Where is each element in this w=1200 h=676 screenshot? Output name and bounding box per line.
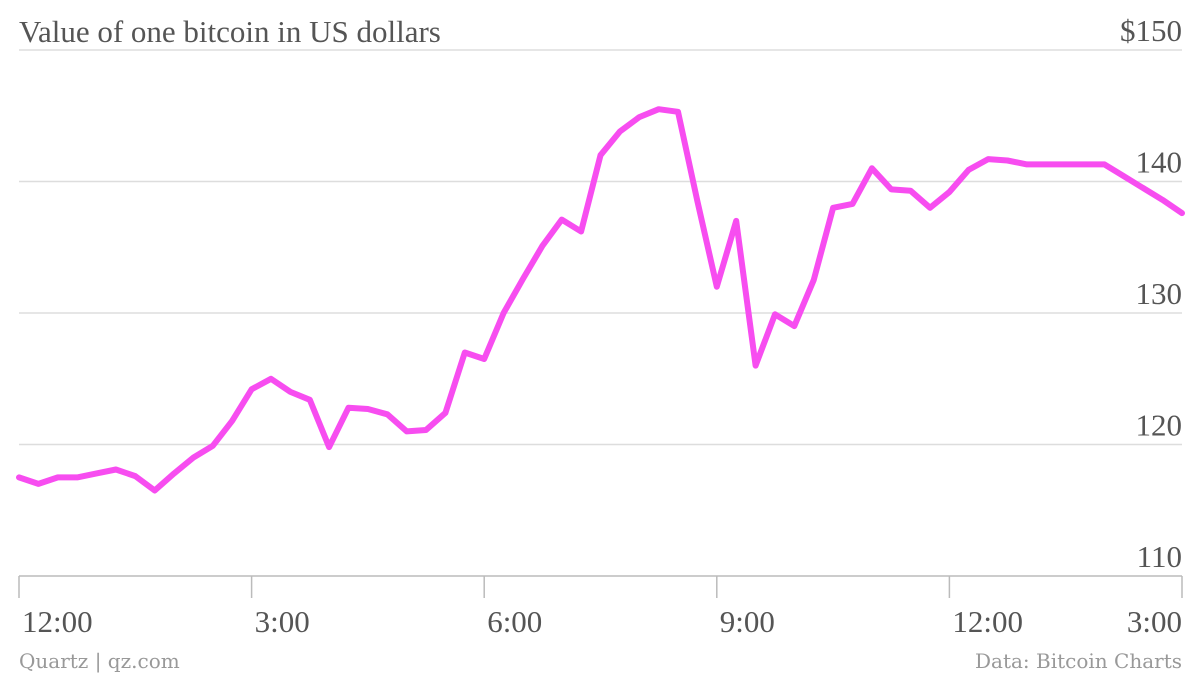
data-point: [35, 481, 42, 487]
data-point: [675, 109, 681, 115]
data-point: [966, 167, 972, 173]
data-point: [74, 474, 80, 480]
data-point: [946, 189, 953, 195]
data-point: [462, 349, 468, 356]
data-point: [268, 376, 274, 382]
data-point: [1004, 157, 1011, 164]
data-point: [345, 405, 352, 411]
data-point: [93, 470, 100, 476]
data-point: [520, 276, 526, 282]
data-point: [365, 406, 371, 412]
x-tick-label: 3:00: [255, 604, 310, 639]
data-point: [636, 114, 642, 120]
data-point: [985, 156, 991, 162]
x-tick-label: 6:00: [487, 604, 542, 639]
x-tick-marks: [18, 576, 1183, 598]
data-point: [1121, 173, 1127, 179]
x-tick-label: 3:00: [1127, 604, 1182, 639]
x-tick-label: 12:00: [22, 604, 93, 639]
data-point: [733, 218, 739, 224]
data-point: [1024, 161, 1030, 167]
series-group: [16, 106, 1185, 494]
data-point: [16, 474, 22, 480]
data-credit: Data: Bitcoin Charts: [975, 649, 1182, 673]
y-tick-label: $150: [1120, 13, 1182, 48]
data-point: [617, 128, 623, 135]
data-point: [210, 443, 216, 449]
data-point: [423, 427, 429, 433]
data-point: [578, 228, 584, 235]
data-point: [849, 201, 856, 207]
data-point: [442, 410, 448, 416]
data-point: [1063, 161, 1069, 167]
data-point: [888, 186, 894, 192]
data-point: [501, 310, 507, 316]
data-point: [1179, 210, 1185, 216]
y-tick-label: 120: [1136, 408, 1183, 443]
data-point: [326, 444, 332, 450]
x-tick-label: 12:00: [952, 604, 1023, 639]
data-point: [772, 311, 778, 317]
data-point: [1140, 185, 1146, 191]
data-point: [287, 389, 293, 395]
data-point: [559, 217, 565, 223]
data-point: [55, 474, 61, 480]
chart-title: Value of one bitcoin in US dollars: [19, 14, 441, 49]
y-tick-labels: $150 140 130 120 110: [1120, 13, 1182, 574]
data-point: [869, 165, 875, 171]
y-tick-label: 130: [1136, 276, 1183, 311]
data-point: [908, 188, 914, 194]
data-point: [1160, 197, 1166, 203]
data-point: [539, 243, 546, 249]
grid-lines: [19, 49, 1182, 446]
data-point: [830, 205, 836, 211]
source-credit: Quartz | qz.com: [19, 649, 180, 674]
data-point: [249, 386, 255, 392]
data-point: [927, 205, 933, 211]
data-point: [1082, 161, 1088, 167]
data-point: [597, 152, 604, 158]
data-point: [481, 356, 487, 362]
data-point: [307, 397, 313, 403]
data-point: [132, 473, 138, 479]
data-point: [404, 428, 410, 434]
data-point: [694, 198, 701, 204]
data-point: [229, 418, 235, 424]
series-line: [16, 106, 1185, 494]
data-point: [1101, 161, 1108, 167]
data-point: [113, 466, 119, 473]
data-point: [656, 106, 662, 112]
data-point: [171, 470, 177, 476]
data-point: [791, 323, 797, 329]
data-point: [1043, 161, 1049, 167]
x-tick-labels: 12:00 3:00 6:00 9:00 12:00 3:00: [22, 604, 1182, 639]
y-tick-label: 140: [1136, 145, 1183, 180]
data-point: [190, 455, 196, 461]
data-point: [753, 363, 759, 369]
data-point: [714, 284, 720, 290]
data-point: [152, 487, 158, 494]
x-tick-label: 9:00: [720, 604, 775, 639]
data-point: [384, 411, 390, 417]
data-point: [811, 277, 817, 283]
y-tick-label: 110: [1137, 539, 1182, 574]
